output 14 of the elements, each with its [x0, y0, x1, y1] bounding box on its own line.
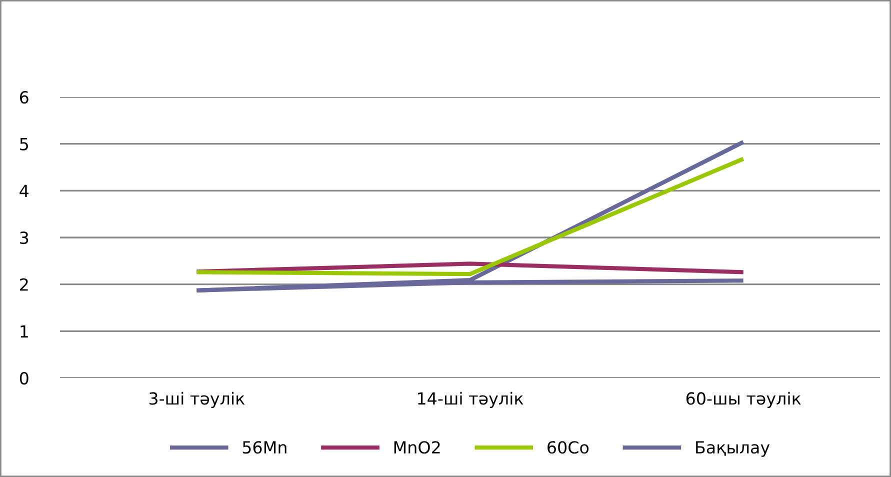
y-tick-label: 6: [20, 90, 28, 104]
y-tick-label: 5: [20, 138, 28, 150]
x-tick-label: 3-ші тәулік: [149, 392, 245, 408]
legend-label: 56Mn: [242, 441, 286, 454]
x-tick-label: 60-шы тәулік: [686, 392, 801, 408]
legend-label: 60Co: [548, 441, 589, 454]
y-tick-label: 1: [20, 325, 28, 338]
x-tick-label: 14-ші тәулік: [418, 392, 524, 408]
legend-label: Бақылау: [696, 441, 770, 457]
legend-label: MnO2: [394, 441, 440, 454]
y-tick-label: 4: [20, 184, 29, 197]
y-tick-label: 0: [20, 372, 28, 385]
y-tick-label: 3: [20, 231, 28, 244]
y-tick-label: 2: [20, 278, 28, 291]
